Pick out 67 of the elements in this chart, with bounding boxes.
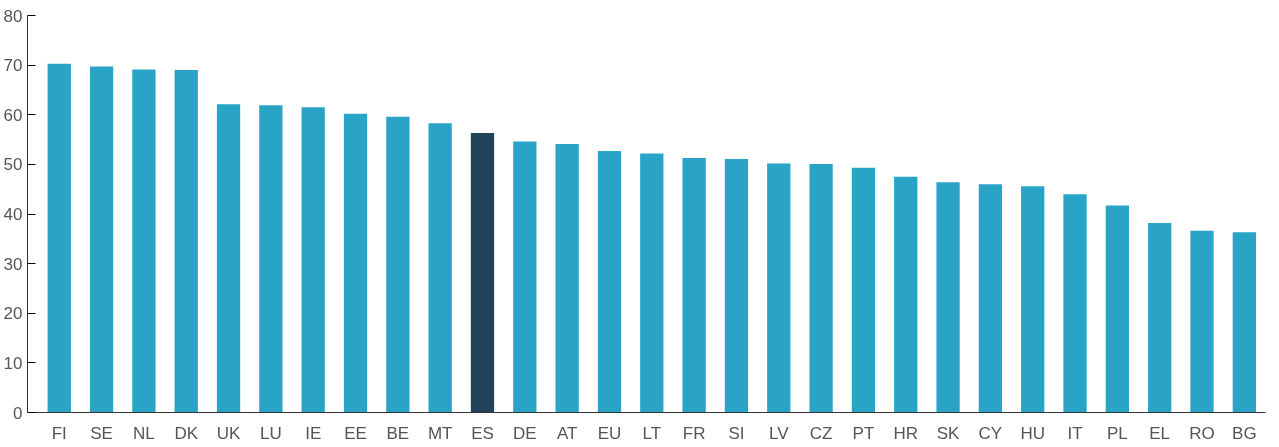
x-tick-label: BE (386, 423, 410, 443)
x-tick-label: PT (852, 423, 875, 443)
x-tick-label: NL (133, 423, 155, 443)
x-tick-label: CY (978, 423, 1003, 443)
bar (1105, 205, 1129, 413)
bar (470, 133, 495, 413)
x-tick-label: LV (769, 423, 790, 443)
bar (47, 63, 71, 413)
bar (724, 158, 749, 413)
bar (682, 157, 706, 413)
bar (343, 113, 368, 413)
x-tick-label: AT (556, 423, 578, 443)
bar (132, 69, 156, 413)
y-tick-label: 0 (13, 403, 23, 423)
bar (216, 104, 241, 413)
bar (767, 163, 791, 413)
x-tick-label: RO (1189, 423, 1215, 443)
x-tick-label: BG (1232, 423, 1257, 443)
bar (851, 167, 876, 413)
x-tick-label: DK (174, 423, 199, 443)
bar (1190, 230, 1214, 413)
x-tick-label: UK (216, 423, 242, 443)
y-tick-label: 40 (3, 205, 23, 224)
x-tick-label: HU (1020, 423, 1045, 443)
x-tick-label: SK (936, 423, 961, 443)
bar (978, 184, 1003, 413)
x-tick-label: SI (728, 423, 745, 443)
y-tick-label: 50 (3, 155, 23, 175)
bar (89, 66, 114, 413)
x-tick-label: FI (51, 423, 67, 443)
bar (1232, 232, 1256, 413)
y-tick-label: 20 (3, 304, 23, 324)
x-tick-label: SE (90, 423, 113, 443)
x-tick-label: EL (1149, 423, 1171, 443)
bar (640, 153, 664, 413)
bar (174, 70, 198, 413)
y-tick-label: 10 (3, 353, 23, 373)
bar (301, 107, 325, 413)
bar (386, 116, 410, 413)
x-tick-label: LT (642, 423, 662, 443)
bar (809, 163, 833, 413)
bar (513, 141, 537, 413)
x-tick-label: EU (597, 423, 622, 443)
x-tick-label: LU (260, 423, 282, 443)
x-tick-label: IT (1067, 423, 1083, 443)
bar (1021, 186, 1045, 413)
bar (259, 105, 283, 413)
x-tick-label: FR (682, 423, 706, 443)
bar (894, 176, 918, 413)
bar (597, 150, 622, 413)
bar (1063, 194, 1087, 413)
x-tick-label: IE (305, 423, 322, 443)
x-tick-label: DE (513, 423, 537, 443)
bar (428, 123, 452, 413)
x-tick-label: PL (1106, 423, 1128, 443)
y-tick-label: 80 (3, 6, 23, 26)
x-tick-label: EE (344, 423, 367, 443)
x-tick-label: ES (471, 423, 494, 443)
y-tick-label: 70 (3, 56, 23, 76)
bar (555, 144, 579, 413)
y-tick-label: 30 (3, 254, 23, 274)
x-tick-label: CZ (809, 423, 833, 443)
x-tick-label: MT (427, 423, 453, 443)
bar (936, 182, 960, 413)
x-tick-label: HR (893, 423, 919, 443)
bar (1148, 222, 1172, 413)
y-tick-label: 60 (3, 105, 23, 125)
